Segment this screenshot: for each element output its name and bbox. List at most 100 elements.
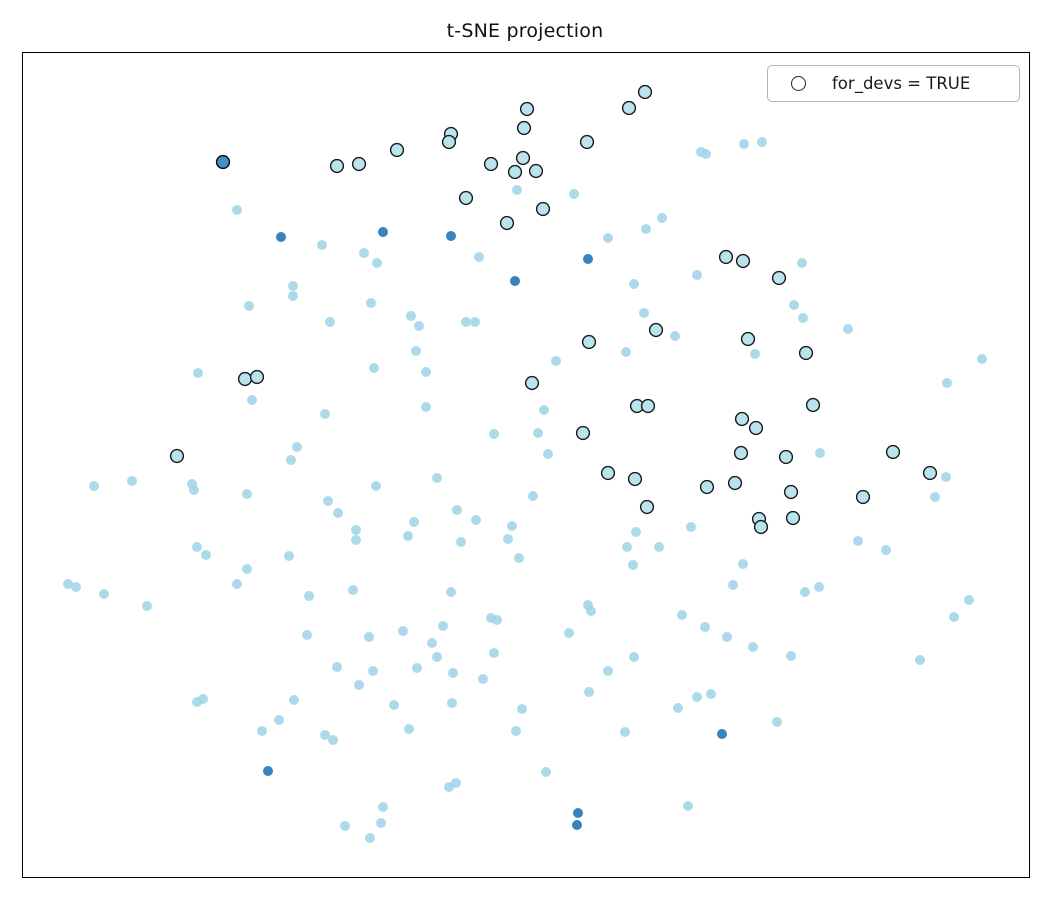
scatter-point — [201, 550, 211, 560]
scatter-point — [843, 324, 853, 334]
scatter-point — [403, 531, 413, 541]
scatter-point — [677, 610, 687, 620]
scatter-point — [815, 448, 825, 458]
scatter-point — [371, 481, 381, 491]
scatter-point — [800, 587, 810, 597]
scatter-point — [244, 301, 254, 311]
scatter-point — [404, 724, 414, 734]
scatter-point — [622, 542, 632, 552]
scatter-point — [193, 368, 203, 378]
scatter-point — [448, 668, 458, 678]
scatter-point — [378, 227, 388, 237]
scatter-point — [503, 534, 513, 544]
scatter-point — [189, 485, 199, 495]
scatter-point — [539, 405, 549, 415]
scatter-point — [881, 545, 891, 555]
scatter-point — [785, 510, 801, 526]
scatter-point — [627, 471, 643, 487]
scatter-point — [242, 564, 252, 574]
legend: for_devs = TRUE — [767, 65, 1020, 102]
scatter-point — [288, 281, 298, 291]
scatter-point — [641, 224, 651, 234]
scatter-point — [351, 525, 361, 535]
scatter-point — [949, 612, 959, 622]
scatter-point — [524, 375, 540, 391]
scatter-point — [543, 449, 553, 459]
scatter-point — [575, 425, 591, 441]
scatter-point — [142, 601, 152, 611]
scatter-point — [771, 270, 787, 286]
scatter-point — [789, 300, 799, 310]
scatter-point — [328, 735, 338, 745]
scatter-point — [409, 517, 419, 527]
scatter-point — [700, 622, 710, 632]
scatter-point — [510, 276, 520, 286]
scatter-point — [366, 298, 376, 308]
scatter-point — [670, 331, 680, 341]
scatter-point — [514, 553, 524, 563]
scatter-point — [483, 156, 499, 172]
scatter-point — [432, 652, 442, 662]
scatter-point — [686, 522, 696, 532]
scatter-point — [421, 402, 431, 412]
open-circle-icon — [791, 76, 806, 91]
scatter-point — [683, 801, 693, 811]
scatter-point — [320, 730, 330, 740]
scatter-point — [964, 595, 974, 605]
scatter-point — [942, 378, 952, 388]
scatter-point — [192, 542, 202, 552]
scatter-point — [474, 252, 484, 262]
scatter-point — [507, 521, 517, 531]
scatter-point — [930, 492, 940, 502]
scatter-point — [286, 455, 296, 465]
scatter-point — [915, 655, 925, 665]
scatter-point — [629, 279, 639, 289]
scatter-point — [247, 395, 257, 405]
scatter-point — [412, 663, 422, 673]
scatter-point — [237, 371, 253, 387]
scatter-point — [603, 666, 613, 676]
scatter-point — [249, 369, 265, 385]
scatter-point — [333, 508, 343, 518]
scatter-point — [515, 150, 531, 166]
scatter-point — [772, 717, 782, 727]
scatter-point — [458, 190, 474, 206]
scatter-point — [738, 559, 748, 569]
scatter-point — [427, 638, 437, 648]
scatter-point — [853, 536, 863, 546]
scatter-point — [798, 313, 808, 323]
scatter-point — [629, 652, 639, 662]
scatter-point — [717, 729, 727, 739]
scatter-point — [198, 694, 208, 704]
scatter-point — [471, 515, 481, 525]
scatter-point — [586, 606, 596, 616]
scatter-point — [569, 189, 579, 199]
scatter-point — [478, 674, 488, 684]
scatter-point — [288, 291, 298, 301]
scatter-point — [332, 662, 342, 672]
scatter-point — [584, 687, 594, 697]
scatter-point — [706, 689, 716, 699]
legend-label: for_devs = TRUE — [832, 74, 971, 93]
scatter-point — [805, 397, 821, 413]
scatter-point — [692, 270, 702, 280]
scatter-point — [452, 505, 462, 515]
scatter-point — [378, 802, 388, 812]
scatter-point — [438, 621, 448, 631]
scatter-point — [323, 496, 333, 506]
scatter-point — [411, 346, 421, 356]
scatter-point — [573, 808, 583, 818]
scatter-point — [734, 411, 750, 427]
scatter-point — [489, 648, 499, 658]
scatter-point — [855, 489, 871, 505]
scatter-point — [320, 409, 330, 419]
scatter-point — [372, 258, 382, 268]
scatter-point — [739, 139, 749, 149]
scatter-point — [351, 535, 361, 545]
scatter-point — [325, 317, 335, 327]
scatter-point — [215, 154, 231, 170]
scatter-point — [354, 680, 364, 690]
scatter-point — [748, 420, 764, 436]
scatter-point — [63, 579, 73, 589]
